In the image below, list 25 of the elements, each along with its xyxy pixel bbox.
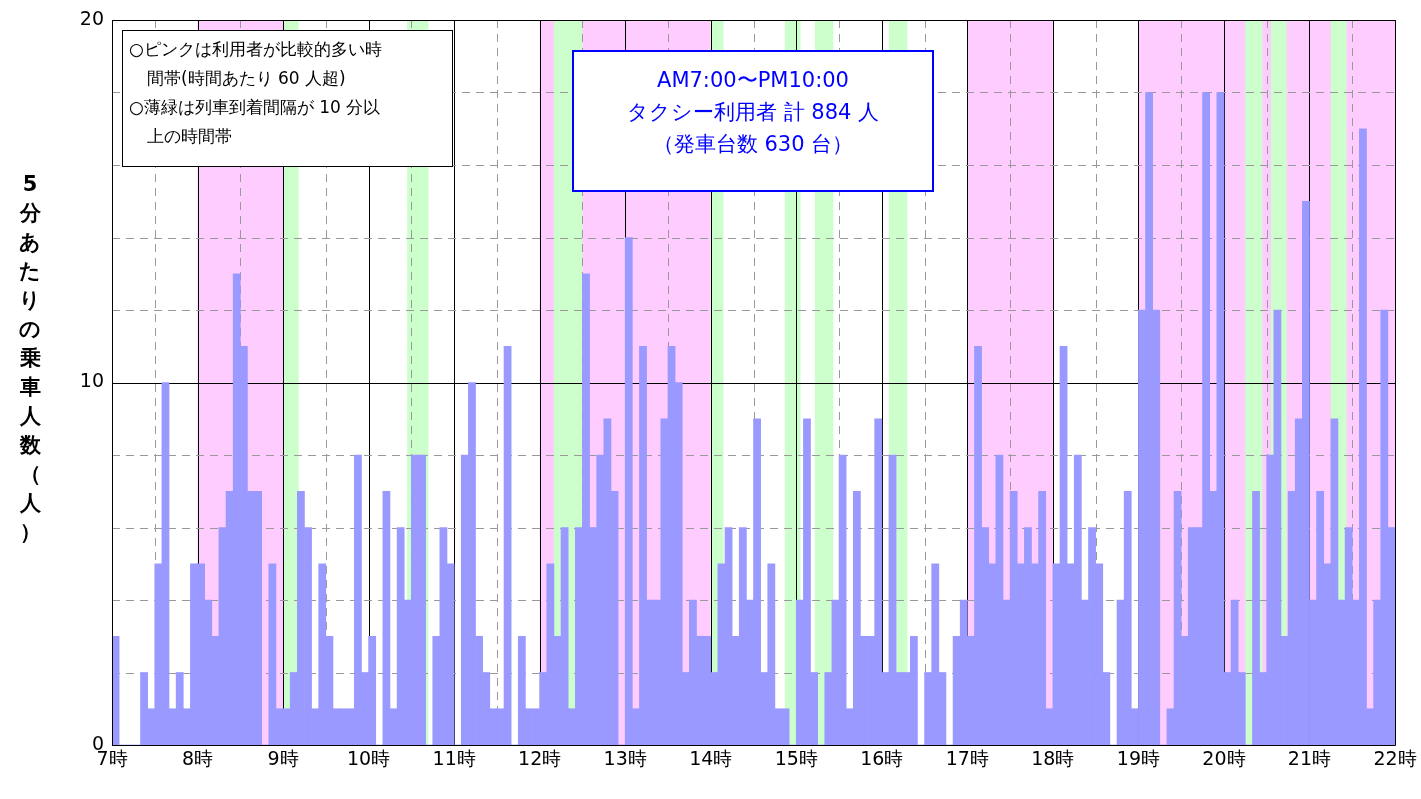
x-tick-label: 15時 — [774, 747, 818, 770]
annotation: （発車台数 630 台） — [651, 131, 855, 158]
annotation: タクシー利用者 計 884 人 — [625, 99, 881, 126]
x-tick-label: 20時 — [1202, 747, 1246, 770]
note-box: AM7:00〜PM10:00 タクシー利用者 計 884 人 （発車台数 630 台） — [572, 50, 934, 192]
x-tick-label: 18時 — [1031, 747, 1075, 770]
x-tick-label: 21時 — [1287, 747, 1332, 770]
x-tick-label: 10時 — [347, 747, 391, 770]
y-tick-label: 10 — [79, 369, 104, 392]
x-tick-label: 19時 — [1116, 747, 1160, 770]
annotation: ○薄緑は列車到着間隔が 10 分以上の時間帯 — [129, 96, 382, 148]
text: 5分あたりの乗車人数（人） — [19, 172, 41, 544]
annotation: AM7:00〜PM10:00 — [656, 67, 850, 94]
x-tick-label: 22時 — [1373, 747, 1417, 770]
x-tick-label: 16時 — [860, 747, 904, 770]
note-box: ○ピンクは利用者が比較的多い時間帯(時間あたり 60 人超) ○薄緑は列車到着間隔が 10 分以上の時間帯 — [122, 30, 453, 167]
x-tick-label: 17時 — [945, 747, 989, 770]
x-tick-label: 12時 — [518, 747, 562, 770]
x-tick-label: 14時 — [689, 747, 733, 770]
x-tick-label: 13時 — [603, 747, 647, 770]
x-tick-label: 11時 — [432, 747, 476, 770]
x-tick-label: 9時 — [267, 747, 299, 770]
x-tick-label: 8時 — [181, 747, 214, 770]
y-tick-label: 20 — [79, 6, 104, 29]
annotation: ○ピンクは利用者が比較的多い時間帯(時間あたり 60 人超) — [129, 38, 383, 90]
